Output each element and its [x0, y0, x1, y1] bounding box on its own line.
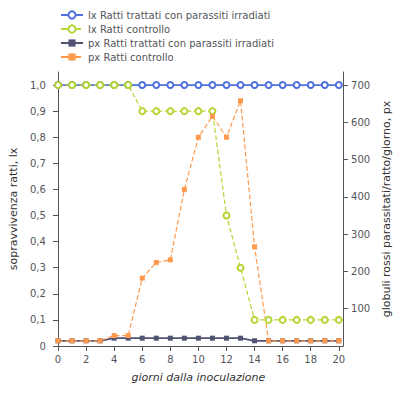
svg-text:6: 6 — [139, 354, 145, 365]
svg-text:0,7: 0,7 — [30, 158, 46, 169]
svg-text:0,6: 0,6 — [30, 184, 46, 195]
svg-text:16: 16 — [276, 354, 289, 365]
svg-text:0,5: 0,5 — [30, 210, 46, 221]
svg-text:giorni dalla inoculazione: giorni dalla inoculazione — [132, 371, 266, 384]
svg-text:2: 2 — [83, 354, 89, 365]
svg-text:4: 4 — [111, 354, 117, 365]
svg-text:600: 600 — [351, 117, 370, 128]
svg-text:globuli rossi parassitati/ratt: globuli rossi parassitati/ratto/giorno, … — [380, 100, 393, 317]
svg-text:200: 200 — [351, 266, 370, 277]
svg-text:px Ratti trattati con parassit: px Ratti trattati con parassiti irradiat… — [88, 38, 274, 49]
svg-text:px Ratti controllo: px Ratti controllo — [88, 52, 174, 63]
svg-text:8: 8 — [167, 354, 173, 365]
svg-text:10: 10 — [192, 354, 205, 365]
svg-text:20: 20 — [332, 354, 345, 365]
svg-text:700: 700 — [351, 80, 370, 91]
svg-text:0: 0 — [39, 341, 45, 352]
svg-text:1,0: 1,0 — [30, 80, 46, 91]
svg-text:14: 14 — [248, 354, 261, 365]
svg-text:0,2: 0,2 — [30, 288, 46, 299]
svg-text:sopravvivenza ratti, lx: sopravvivenza ratti, lx — [7, 147, 20, 270]
svg-text:lx Ratti controllo: lx Ratti controllo — [88, 24, 170, 35]
svg-text:0,8: 0,8 — [30, 132, 46, 143]
svg-text:lx Ratti trattati con parassit: lx Ratti trattati con parassiti irradiat… — [88, 10, 270, 21]
svg-text:0: 0 — [55, 354, 61, 365]
svg-text:18: 18 — [304, 354, 317, 365]
svg-text:12: 12 — [220, 354, 233, 365]
svg-text:500: 500 — [351, 154, 370, 165]
svg-text:0,9: 0,9 — [30, 106, 46, 117]
svg-text:0,3: 0,3 — [30, 262, 46, 273]
svg-text:0,4: 0,4 — [30, 236, 46, 247]
svg-text:400: 400 — [351, 191, 370, 202]
svg-text:300: 300 — [351, 229, 370, 240]
svg-text:100: 100 — [351, 303, 370, 314]
svg-text:0,1: 0,1 — [30, 314, 46, 325]
